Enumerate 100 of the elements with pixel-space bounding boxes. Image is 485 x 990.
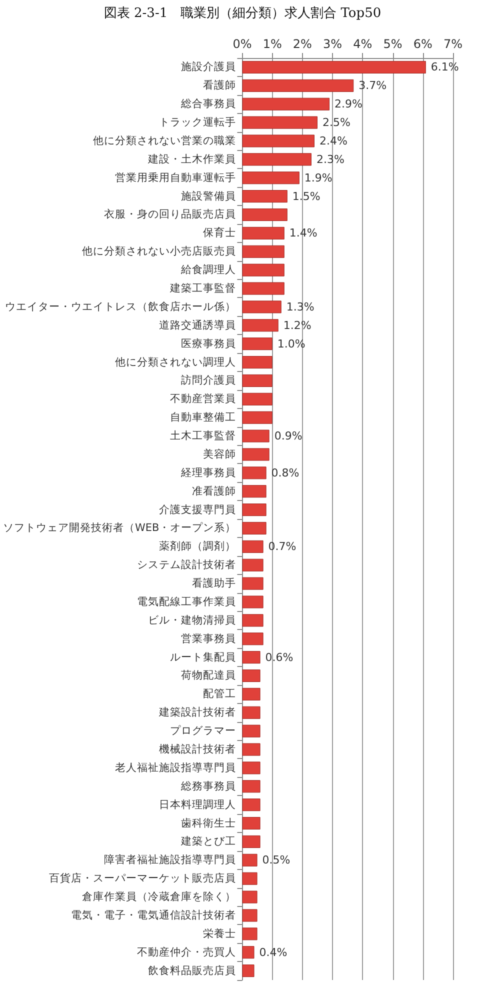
bar	[242, 780, 260, 793]
bar	[242, 374, 272, 387]
bar	[242, 798, 260, 812]
y-tick-label: 看護助手	[192, 576, 236, 590]
bar	[242, 558, 264, 572]
y-tick-label: 総合事務員	[180, 97, 236, 110]
data-label: 0.7%	[268, 540, 296, 554]
y-tick-label: 他に分類されない調理人	[115, 355, 236, 368]
y-tick-label: トラック運転手	[159, 116, 236, 129]
bar	[242, 485, 266, 498]
data-label: 0.5%	[262, 854, 290, 867]
data-label: 2.3%	[316, 152, 344, 166]
bar	[242, 835, 260, 848]
y-tick-label: 不動産仲介・売買人	[137, 945, 236, 958]
bar	[242, 226, 284, 240]
bar	[242, 688, 260, 700]
data-label: 1.5%	[292, 190, 320, 203]
bar	[242, 134, 314, 148]
data-label: 0.6%	[265, 650, 294, 664]
data-label: 1.2%	[283, 318, 312, 332]
y-tick-label: 建設・土木作業員	[147, 152, 236, 166]
bar	[242, 245, 284, 258]
y-tick-label: 栄養士	[203, 926, 236, 940]
x-tick-label: 7%	[443, 37, 463, 51]
y-tick-label: ビル・建物清掃員	[148, 613, 236, 626]
y-tick-label: 総務事務員	[180, 779, 236, 792]
x-tick-label: 0%	[232, 37, 252, 51]
y-tick-label: 美容師	[203, 447, 236, 460]
bar	[242, 60, 426, 74]
y-tick-label: 電気配線工事作業員	[137, 594, 236, 608]
y-tick-label: 他に分類されない小売店販売員	[82, 244, 236, 258]
y-tick-label: 電気・電子・電気通信設計技術者	[71, 908, 236, 922]
data-label: 2.4%	[319, 134, 348, 148]
x-tick-label: 6%	[413, 37, 432, 51]
y-tick-label: 荷物配達員	[181, 668, 236, 682]
y-tick-label: 施設介護員	[181, 60, 236, 74]
bar	[242, 854, 258, 866]
x-tick-label: 2%	[292, 37, 312, 51]
bar	[242, 98, 330, 110]
y-tick-label: 准看護師	[192, 484, 236, 498]
bar	[242, 614, 264, 627]
y-tick-label: 建築設計技術者	[158, 706, 236, 719]
x-tick-label: 1%	[262, 37, 282, 51]
y-tick-label: 訪問介護員	[181, 374, 236, 387]
bar	[242, 504, 266, 516]
bar	[242, 208, 288, 222]
data-label: 1.4%	[289, 226, 318, 240]
bar	[242, 430, 270, 442]
bar	[242, 190, 288, 203]
bar	[242, 964, 254, 978]
y-tick-label: システム設計技術者	[137, 558, 236, 572]
bar	[242, 392, 272, 406]
bar	[242, 762, 260, 774]
bar	[242, 724, 260, 738]
y-tick-label: プログラマー	[170, 724, 236, 738]
y-tick-label: 医療事務員	[181, 336, 236, 350]
bar	[242, 153, 312, 166]
y-tick-label: 建築とび工	[180, 834, 236, 848]
bar	[242, 338, 272, 350]
y-tick-label: 営業事務員	[181, 632, 236, 645]
y-tick-label: 他に分類されない営業の職業	[93, 134, 236, 147]
bar	[242, 356, 272, 369]
bar	[242, 651, 260, 664]
bar	[242, 522, 266, 534]
y-tick-label: 不動産営業員	[170, 392, 236, 406]
y-tick-label: 障害者福祉施設指導専門員	[104, 853, 236, 866]
data-label: 1.9%	[304, 171, 332, 184]
y-tick-label: 土木工事監督	[170, 429, 236, 442]
x-tick-label: 5%	[383, 37, 402, 51]
data-label: 2.9%	[334, 98, 362, 111]
bar	[242, 79, 354, 92]
y-tick-label: 倉庫作業員（冷蔵倉庫を除く）	[82, 890, 236, 904]
bar	[242, 596, 264, 608]
data-label: 3.7%	[358, 79, 387, 92]
y-tick-label: ソフトウェア開発技術者（WEB・オープン系）	[2, 521, 236, 534]
y-tick-label: 自動車整備工	[170, 410, 236, 424]
y-tick-label: 介護支援専門員	[159, 502, 236, 516]
y-tick-label: 保育士	[203, 226, 236, 240]
y-tick-label: 日本料理調理人	[159, 798, 236, 811]
data-label: 1.0%	[277, 337, 306, 350]
y-tick-label: 歯科衛生士	[181, 816, 236, 830]
y-tick-label: 老人福祉施設指導専門員	[115, 760, 236, 774]
data-label: 0.8%	[271, 466, 300, 480]
bar	[242, 706, 260, 719]
y-tick-label: ルート集配員	[170, 651, 236, 664]
bar	[242, 872, 258, 885]
bar	[242, 264, 284, 276]
bar	[242, 816, 260, 830]
y-tick-label: 配管工	[203, 688, 236, 700]
data-label: 0.9%	[274, 430, 302, 443]
data-label: 0.4%	[259, 946, 288, 959]
y-tick-label: 建築工事監督	[169, 282, 236, 294]
bar	[242, 300, 282, 314]
data-label: 6.1%	[430, 60, 459, 74]
data-label: 1.3%	[286, 300, 314, 314]
y-tick-label: 薬剤師（調剤）	[159, 540, 236, 553]
bar	[242, 909, 258, 922]
y-tick-label: 経理事務員	[180, 466, 236, 479]
y-tick-label: 看護師	[203, 78, 236, 92]
bar	[242, 466, 266, 480]
